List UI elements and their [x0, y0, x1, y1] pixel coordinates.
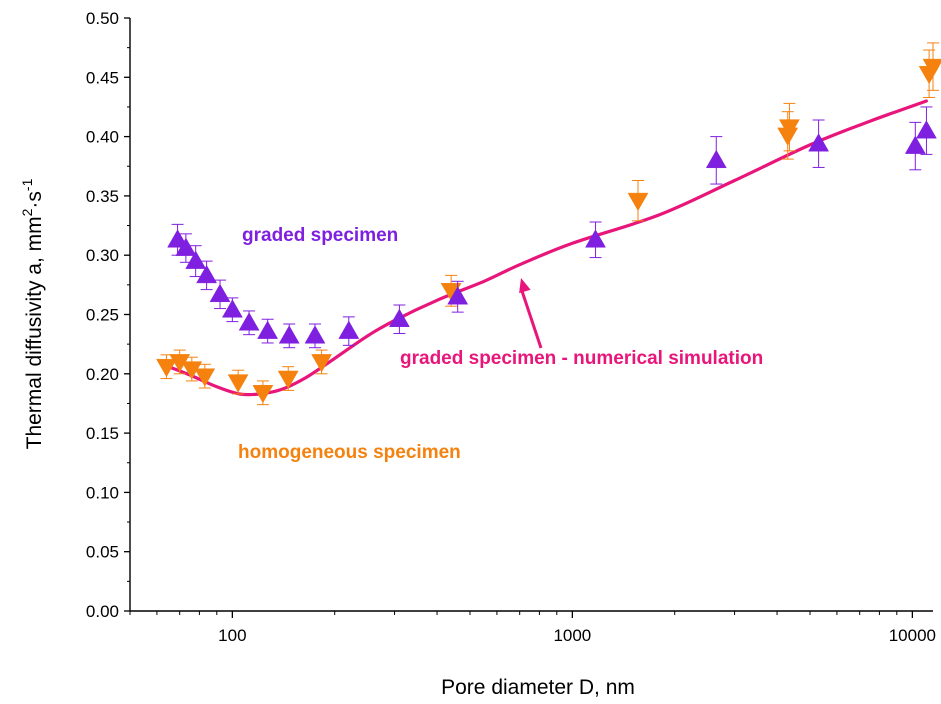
graded-point	[185, 245, 207, 278]
triangle-down-marker	[627, 192, 649, 212]
triangle-down-marker	[194, 368, 216, 387]
homogeneous-point	[277, 366, 299, 391]
y-axis-title-prefix: Thermal diffusivity a, mm	[23, 216, 46, 449]
triangle-up-marker	[705, 149, 727, 169]
graded-point	[447, 280, 469, 313]
triangle-up-marker	[167, 229, 189, 248]
graded-point	[238, 310, 260, 336]
triangle-up-marker	[447, 286, 469, 305]
triangle-up-marker	[196, 264, 218, 284]
triangle-up-marker	[257, 320, 279, 339]
homogeneous-point	[252, 380, 274, 406]
triangle-down-marker	[778, 119, 800, 138]
homogeneous-point	[156, 354, 177, 380]
triangle-up-marker	[915, 120, 937, 139]
y-tick-label: 0.35	[86, 187, 119, 206]
homogeneous-point	[627, 179, 649, 222]
homogeneous-point	[922, 42, 941, 91]
graded-point	[167, 223, 189, 256]
graded-series	[167, 106, 937, 349]
x-axis-title: Pore diameter D, nm	[441, 676, 635, 699]
triangle-up-marker	[304, 325, 326, 344]
graded-point	[388, 304, 410, 334]
y-tick-label: 0.00	[86, 602, 119, 621]
y-tick-label: 0.50	[86, 9, 119, 28]
graded-point	[808, 119, 830, 168]
triangle-up-marker	[338, 320, 360, 339]
homogeneous-point	[227, 369, 249, 395]
graded-point	[209, 279, 231, 310]
annotation-graded: graded specimen	[242, 225, 398, 246]
triangle-up-marker	[221, 299, 243, 318]
y-tick-label: 0.10	[86, 483, 119, 502]
graded-point	[915, 106, 937, 155]
triangle-up-marker	[238, 312, 260, 331]
triangle-up-marker	[904, 135, 926, 154]
homogeneous-point	[194, 363, 216, 389]
triangle-down-marker	[227, 374, 249, 393]
y-tick-label: 0.30	[86, 246, 119, 265]
triangle-down-marker	[311, 354, 333, 373]
y-tick-label: 0.05	[86, 543, 119, 562]
y-axis-title: Thermal diffusivity a, mm2·s-1	[19, 178, 46, 449]
graded-point	[221, 297, 243, 323]
x-tick-label: 1000	[553, 626, 591, 645]
graded-point	[338, 316, 360, 346]
y-axis: 0.00 0.05 0.10 0.15 0.20 0.25 0.30 0.35 0.40 0.45…	[86, 9, 130, 621]
triangle-up-marker	[278, 325, 300, 344]
triangle-up-marker	[175, 237, 197, 256]
annotation-homogeneous: homogeneous specimen	[238, 442, 461, 463]
graded-point	[257, 318, 279, 344]
y-tick-label: 0.15	[86, 424, 119, 443]
homogeneous-series	[156, 42, 941, 406]
homogeneous-point	[778, 102, 800, 152]
y-tick-label: 0.20	[86, 365, 119, 384]
annotation-simulation: graded specimen - numerical simulation	[400, 348, 763, 369]
triangle-up-marker	[388, 308, 410, 327]
y-tick-label: 0.25	[86, 306, 119, 325]
y-axis-title-mid: ·s	[23, 191, 46, 209]
y-axis-title-sup2: -1	[19, 178, 35, 191]
annotation-arrowhead	[519, 278, 531, 294]
plot-frame	[129, 18, 933, 612]
graded-point	[904, 121, 926, 171]
x-tick-label: 10000	[889, 626, 936, 645]
triangle-up-marker	[585, 229, 606, 248]
graded-point	[705, 136, 727, 185]
homogeneous-point	[311, 349, 333, 375]
graded-point	[196, 260, 218, 291]
annotations: graded specimen homogeneous specimen gra…	[238, 225, 763, 463]
triangle-down-marker	[156, 358, 177, 378]
triangle-up-marker	[808, 133, 830, 152]
triangle-down-marker	[252, 385, 274, 404]
homogeneous-point	[181, 356, 203, 382]
y-tick-label: 0.40	[86, 128, 119, 147]
x-tick-label: 100	[218, 626, 246, 645]
triangle-up-marker	[209, 283, 231, 303]
graded-point	[278, 323, 300, 349]
x-axis: 100 1000 10000	[129, 611, 936, 645]
triangle-down-marker	[922, 58, 941, 78]
annotation-arrow	[519, 287, 543, 349]
triangle-up-marker	[185, 250, 207, 269]
y-axis-title-sup1: 2	[19, 208, 35, 216]
y-tick-label: 0.45	[86, 68, 119, 87]
triangle-down-marker	[277, 370, 299, 390]
graded-point	[585, 221, 606, 259]
graded-point	[304, 323, 326, 349]
